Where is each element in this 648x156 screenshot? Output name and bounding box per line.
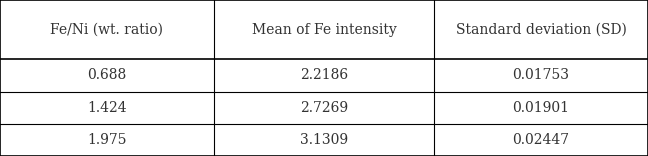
- Text: Mean of Fe intensity: Mean of Fe intensity: [251, 23, 397, 37]
- Text: 0.02447: 0.02447: [513, 133, 570, 147]
- Text: 1.424: 1.424: [87, 101, 127, 115]
- Text: 1.975: 1.975: [87, 133, 126, 147]
- Text: 0.01901: 0.01901: [513, 101, 570, 115]
- Text: 0.688: 0.688: [87, 68, 126, 82]
- Text: 0.01753: 0.01753: [513, 68, 570, 82]
- Text: 2.2186: 2.2186: [300, 68, 348, 82]
- Text: 2.7269: 2.7269: [300, 101, 348, 115]
- Text: Fe/Ni (wt. ratio): Fe/Ni (wt. ratio): [51, 23, 163, 37]
- Text: 3.1309: 3.1309: [300, 133, 348, 147]
- Text: Standard deviation (SD): Standard deviation (SD): [456, 23, 627, 37]
